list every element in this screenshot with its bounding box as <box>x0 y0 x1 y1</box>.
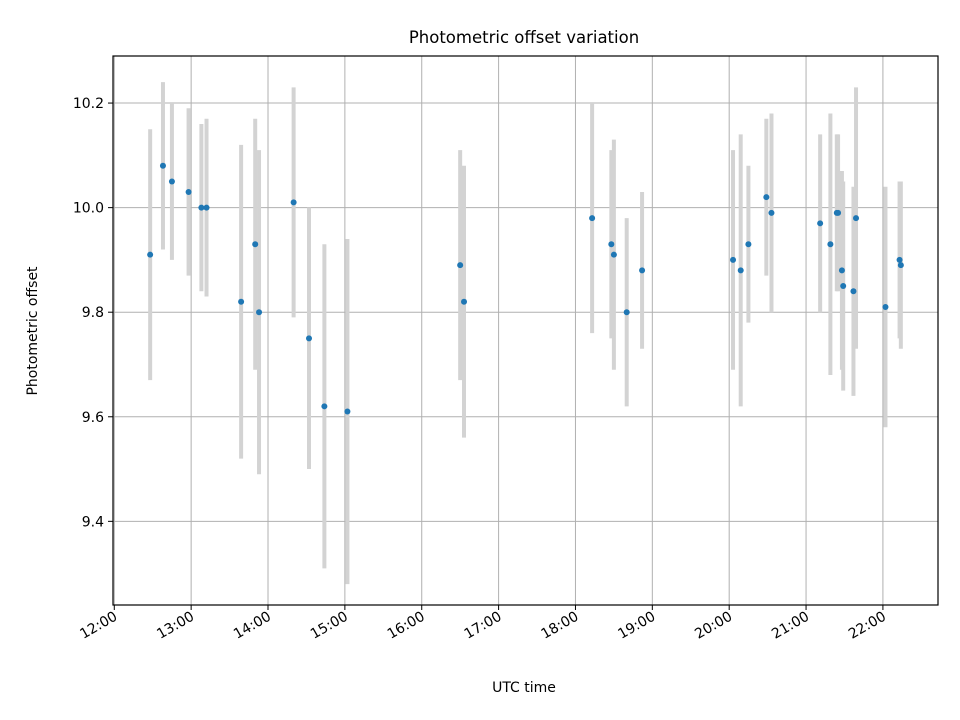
y-axis-ticks: 9.4 9.6 9.8 10.0 10.2 <box>73 96 113 530</box>
data-point <box>344 408 351 415</box>
data-point <box>608 241 615 248</box>
data-point <box>896 256 903 263</box>
data-point <box>159 162 166 169</box>
data-point <box>238 298 245 305</box>
data-point <box>290 199 297 206</box>
data-point <box>198 204 205 211</box>
x-axis-label: UTC time <box>492 680 556 696</box>
data-point <box>623 309 630 316</box>
y-tick-label: 9.4 <box>82 514 104 530</box>
data-point <box>850 288 857 295</box>
y-tick-label: 9.6 <box>82 410 104 426</box>
data-point <box>203 204 210 211</box>
data-point <box>306 335 313 342</box>
data-point <box>147 251 154 258</box>
plot-frame <box>112 55 939 606</box>
data-point <box>737 267 744 274</box>
chart-title: Photometric offset variation <box>409 28 639 47</box>
y-tick-label: 10.2 <box>73 96 104 112</box>
data-point <box>321 403 328 410</box>
data-points <box>147 162 904 415</box>
data-point <box>745 241 752 248</box>
data-point <box>835 209 842 216</box>
data-point <box>827 241 834 248</box>
data-point <box>256 309 263 316</box>
data-point <box>882 303 889 310</box>
data-point <box>853 215 860 222</box>
data-point <box>840 283 847 290</box>
data-point <box>457 262 464 269</box>
data-point <box>461 298 468 305</box>
data-point <box>768 209 775 216</box>
y-axis-label: Photometric offset <box>25 266 41 396</box>
data-point <box>589 215 596 222</box>
data-point <box>610 251 617 258</box>
data-point <box>185 188 192 195</box>
y-tick-label: 10.0 <box>73 201 104 217</box>
data-point <box>168 178 175 185</box>
data-point <box>838 267 845 274</box>
y-tick-label: 9.8 <box>82 305 104 321</box>
data-point <box>252 241 259 248</box>
data-point <box>897 262 904 269</box>
grid <box>113 56 938 605</box>
data-point <box>763 194 770 201</box>
data-point <box>817 220 824 227</box>
data-point <box>730 256 737 263</box>
data-point <box>639 267 646 274</box>
